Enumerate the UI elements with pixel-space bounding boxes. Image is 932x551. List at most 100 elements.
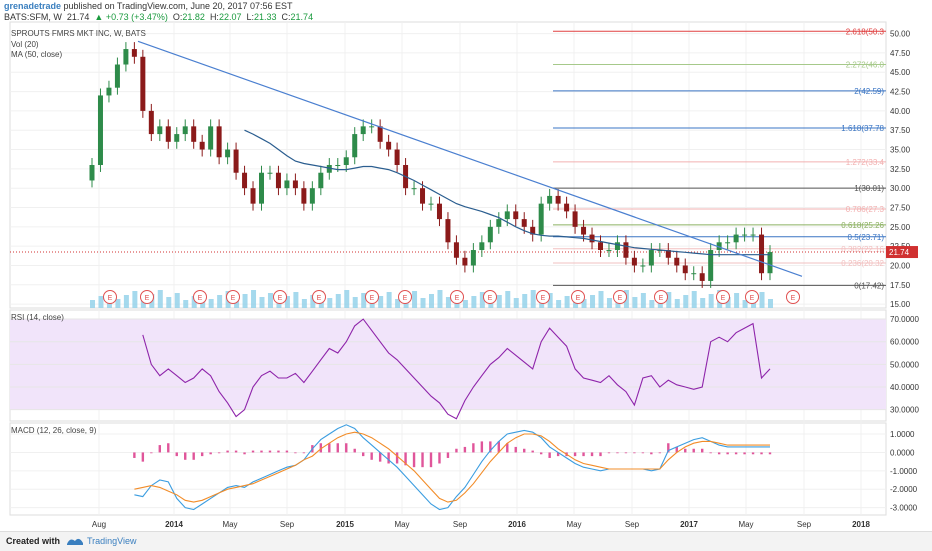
- x-tick-label: 2014: [165, 520, 183, 529]
- candle-body: [106, 87, 112, 96]
- publish-text: published on TradingView.com, June 20, 2…: [61, 1, 293, 11]
- volume-bar: [242, 294, 248, 308]
- macd-histogram-bar: [760, 452, 763, 455]
- footer-bar: Created with TradingView: [0, 531, 932, 551]
- earnings-marker-letter: E: [278, 295, 283, 302]
- candle-body: [267, 172, 273, 174]
- macd-histogram-bar: [285, 450, 289, 453]
- macd-histogram-bar: [514, 446, 517, 453]
- volume-bar: [310, 295, 316, 308]
- close-label: C:: [281, 12, 291, 22]
- volume-bar: [157, 290, 163, 308]
- macd-histogram-bar: [167, 443, 170, 453]
- volume-bar: [437, 290, 443, 308]
- x-tick-label: Sep: [797, 520, 812, 529]
- macd-histogram-bar: [429, 452, 433, 468]
- volume-bar: [412, 291, 418, 308]
- candle-body: [504, 211, 510, 220]
- x-tick-label: Sep: [625, 520, 640, 529]
- open-value: 21.82: [182, 12, 205, 22]
- volume-bar: [208, 299, 214, 308]
- x-tick-label: 2015: [336, 520, 354, 529]
- candle-body: [521, 219, 527, 227]
- candle-body: [513, 211, 519, 220]
- macd-histogram-bar: [226, 450, 229, 453]
- macd-histogram-bar: [590, 452, 594, 457]
- tradingview-link[interactable]: TradingView: [87, 536, 137, 546]
- macd-histogram-bar: [633, 452, 636, 454]
- candle-body: [572, 211, 578, 227]
- earnings-marker-letter: E: [108, 295, 113, 302]
- macd-histogram-bar: [480, 441, 484, 453]
- candle-body: [598, 242, 603, 251]
- x-tick-label: May: [394, 520, 409, 529]
- volume-bar: [217, 295, 223, 308]
- candle-body: [699, 273, 705, 281]
- volume-bar: [700, 298, 706, 308]
- volume-bar: [462, 300, 468, 308]
- fib-level-label: 1(30.01): [854, 184, 884, 193]
- volume-bar: [742, 300, 748, 308]
- earnings-marker: [312, 290, 326, 304]
- price-tick-label: 17.50: [890, 281, 911, 290]
- candle-body: [555, 195, 561, 204]
- candle-body: [445, 219, 451, 243]
- publish-info: grenadetrade published on TradingView.co…: [4, 1, 293, 11]
- candle-body: [284, 180, 290, 189]
- earnings-marker-letter: E: [455, 295, 460, 302]
- candle-body: [623, 242, 629, 258]
- candle-body: [428, 203, 434, 205]
- candle-body: [462, 257, 468, 266]
- macd-panel: [9, 422, 887, 516]
- price-panel: [9, 21, 887, 309]
- earnings-marker: [716, 290, 730, 304]
- close-value: 21.74: [290, 12, 314, 22]
- macd-histogram-bar: [175, 452, 178, 457]
- macd-histogram-bar: [370, 452, 373, 460]
- low-value: 21.33: [254, 12, 277, 22]
- price-tick-label: 27.50: [890, 204, 911, 213]
- tradingview-logo-icon: [67, 538, 83, 545]
- earnings-marker: [365, 290, 379, 304]
- macd-histogram-bar: [743, 452, 746, 455]
- macd-histogram-bar: [455, 448, 458, 453]
- macd-histogram-bar: [489, 441, 492, 453]
- candle-body: [708, 250, 714, 281]
- candle-body: [470, 250, 476, 266]
- earnings-marker: [536, 290, 550, 304]
- price-tick-label: 35.00: [890, 146, 911, 155]
- volume-bar: [98, 296, 104, 308]
- macd-histogram-bar: [268, 450, 272, 453]
- candle-body: [742, 234, 748, 236]
- volume-bar: [530, 290, 536, 308]
- earnings-marker: [745, 290, 759, 304]
- price-tick-label: 42.50: [890, 88, 911, 97]
- macd-histogram-bar: [192, 452, 195, 460]
- candle-body: [335, 165, 341, 166]
- volume-bar: [674, 299, 680, 308]
- macd-histogram-bar: [404, 452, 407, 466]
- macd-histogram-bar: [319, 443, 323, 453]
- candle-body: [479, 242, 485, 251]
- author-link[interactable]: grenadetrade: [4, 1, 62, 11]
- macd-histogram-bar: [726, 452, 729, 455]
- macd-histogram-bar: [641, 452, 645, 454]
- macd-histogram-bar: [328, 443, 331, 453]
- candle-body: [225, 149, 231, 158]
- macd-histogram-bar: [141, 452, 145, 462]
- candle-body: [691, 273, 697, 275]
- earnings-marker-letter: E: [370, 295, 375, 302]
- macd-histogram-bar: [412, 452, 416, 468]
- macd-histogram-bar: [717, 452, 721, 455]
- macd-tick-label: -2.0000: [890, 485, 918, 494]
- volume-bar: [445, 297, 451, 308]
- candle-body: [725, 242, 731, 244]
- volume-bar: [123, 295, 129, 308]
- macd-tick-label: 1.0000: [890, 430, 915, 439]
- fib-level-label: 1.618(37.78: [841, 124, 884, 133]
- macd-histogram-bar: [302, 452, 306, 454]
- symbol-label: BATS:SFM, W: [4, 12, 62, 22]
- volume-bar: [606, 298, 612, 308]
- macd-histogram-bar: [734, 452, 738, 455]
- volume-bar: [632, 297, 638, 308]
